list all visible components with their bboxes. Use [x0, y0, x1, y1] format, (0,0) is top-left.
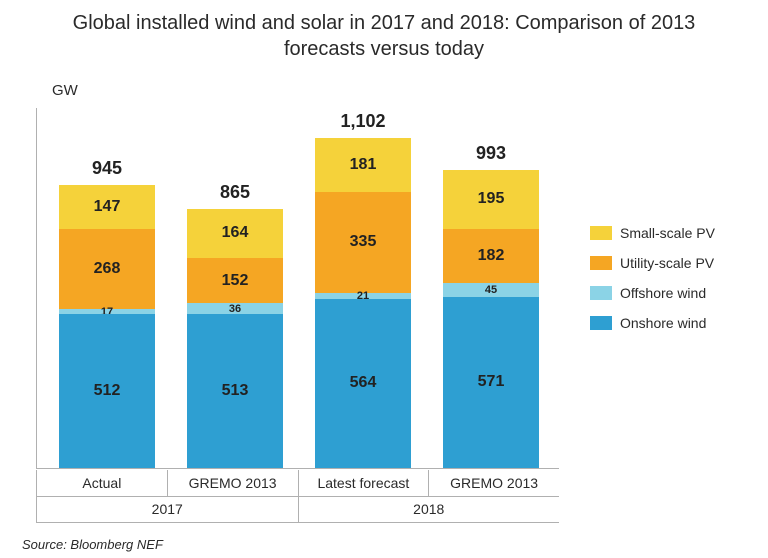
- chart-plot-area: 94514726817512865164152365131,1021813352…: [36, 108, 559, 469]
- bar-segment-offshore-wind: 36: [187, 303, 283, 314]
- legend-swatch: [590, 316, 612, 330]
- bar-total-label: 1,102: [340, 111, 385, 132]
- bar-total-label: 865: [220, 182, 250, 203]
- bar-total-label: 945: [92, 158, 122, 179]
- x-axis-category-label: Latest forecast: [299, 470, 430, 496]
- legend: Small-scale PV Utility-scale PV Offshore w…: [590, 225, 715, 345]
- bar-segment-utility-pv: 152: [187, 258, 283, 304]
- bar-segment-small-pv: 164: [187, 209, 283, 258]
- legend-swatch: [590, 286, 612, 300]
- bar-segment-utility-pv: 182: [443, 229, 539, 284]
- bar-segment-small-pv: 147: [59, 185, 155, 229]
- x-axis-categories: ActualGREMO 2013Latest forecastGREMO 201…: [36, 470, 559, 497]
- bar-segment-utility-pv: 335: [315, 192, 411, 293]
- bar-segment-offshore-wind: 45: [443, 283, 539, 297]
- bar-group: 865 16415236513: [187, 182, 283, 468]
- legend-item-small-pv: Small-scale PV: [590, 225, 715, 241]
- bar-total-label: 993: [476, 143, 506, 164]
- bar-stack: 16415236513: [187, 209, 283, 468]
- legend-label: Utility-scale PV: [620, 255, 714, 271]
- chart-title: Global installed wind and solar in 2017 …: [0, 10, 768, 62]
- bar-group: 1,102 18133521564: [315, 111, 411, 468]
- legend-label: Onshore wind: [620, 315, 706, 331]
- bar-group: 993 19518245571: [443, 143, 539, 468]
- bar-segment-small-pv: 181: [315, 138, 411, 192]
- legend-label: Offshore wind: [620, 285, 706, 301]
- legend-swatch: [590, 226, 612, 240]
- x-axis-category-label: GREMO 2013: [168, 470, 299, 496]
- legend-item-onshore-wind: Onshore wind: [590, 315, 715, 331]
- x-axis-category-label: GREMO 2013: [429, 470, 559, 496]
- legend-item-offshore-wind: Offshore wind: [590, 285, 715, 301]
- bar-stack: 14726817512: [59, 185, 155, 468]
- bar-group: 945 14726817512: [59, 158, 155, 468]
- source-attribution: Source: Bloomberg NEF: [22, 537, 163, 552]
- bar-segment-small-pv: 195: [443, 170, 539, 229]
- bar-segment-onshore-wind: 512: [59, 314, 155, 468]
- bar-stack: 19518245571: [443, 170, 539, 468]
- bar-segment-onshore-wind: 571: [443, 297, 539, 468]
- legend-swatch: [590, 256, 612, 270]
- x-axis-groups: 20172018: [36, 496, 559, 523]
- bar-stack: 18133521564: [315, 138, 411, 468]
- x-axis-group-label: 2017: [37, 496, 299, 522]
- bar-segment-onshore-wind: 513: [187, 314, 283, 468]
- x-axis-group-label: 2018: [299, 496, 560, 522]
- legend-item-utility-pv: Utility-scale PV: [590, 255, 715, 271]
- bar-segment-utility-pv: 268: [59, 229, 155, 309]
- x-axis-category-label: Actual: [37, 470, 168, 496]
- bar-segment-onshore-wind: 564: [315, 299, 411, 468]
- y-axis-unit: GW: [52, 82, 78, 99]
- legend-label: Small-scale PV: [620, 225, 715, 241]
